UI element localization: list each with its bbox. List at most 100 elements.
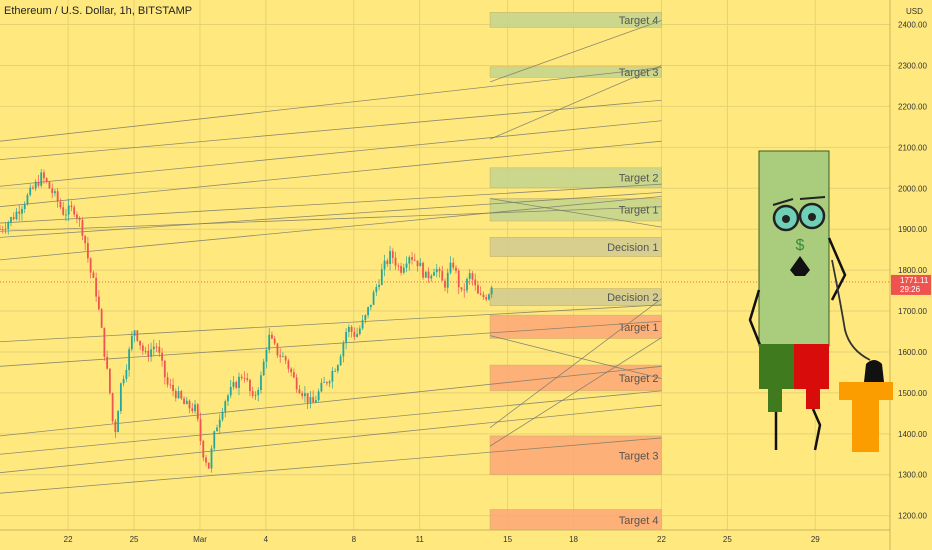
candle-body xyxy=(320,382,323,392)
candle-body xyxy=(37,181,40,186)
chart-title: Ethereum / U.S. Dollar, 1h, BITSTAMP xyxy=(4,5,193,17)
trendline xyxy=(489,337,662,447)
y-tick-label: 1300.00 xyxy=(898,471,927,480)
candle-body xyxy=(122,378,125,384)
trendline xyxy=(0,320,662,367)
candle-body xyxy=(413,259,416,261)
zone-box xyxy=(489,11,662,28)
candle-body xyxy=(422,262,424,278)
y-tick-label: 1700.00 xyxy=(898,307,927,316)
candle-body xyxy=(29,187,32,195)
zone-box xyxy=(489,288,662,307)
candle-body xyxy=(188,400,191,409)
candle-body xyxy=(246,378,249,380)
candle-body xyxy=(336,365,339,371)
candle-body xyxy=(65,214,67,216)
candle-body xyxy=(254,395,257,397)
zone-label: Target 2 xyxy=(619,173,659,185)
candle-body xyxy=(372,292,375,305)
candle-body xyxy=(111,392,114,422)
candle-body xyxy=(265,349,268,362)
candle-body xyxy=(117,411,120,433)
mascot-mouth xyxy=(790,256,810,276)
candle-body xyxy=(48,181,51,189)
y-tick-label: 2000.00 xyxy=(898,184,927,193)
candle-body xyxy=(444,280,446,288)
candle-body xyxy=(18,211,21,214)
candle-body xyxy=(375,287,378,293)
candle-body xyxy=(56,191,59,202)
mascot-foot-red xyxy=(806,389,820,409)
candle-body xyxy=(163,360,166,378)
candle-body xyxy=(103,327,106,357)
mascot-brow xyxy=(799,196,826,200)
zone-label: Target 1 xyxy=(619,322,659,334)
candle-body xyxy=(169,384,172,386)
candle-body xyxy=(172,384,174,391)
candle-body xyxy=(0,229,1,230)
candle-body xyxy=(180,391,183,399)
trendline xyxy=(0,140,662,208)
candle-body xyxy=(106,356,109,369)
y-tick-label: 2400.00 xyxy=(898,21,927,30)
trendline xyxy=(0,183,662,224)
candle-body xyxy=(7,222,10,229)
trendline xyxy=(489,20,662,83)
candle-body xyxy=(155,346,158,348)
candle-body xyxy=(271,334,273,339)
mascot-leg-green xyxy=(759,344,794,389)
y-tick-label: 2200.00 xyxy=(898,102,927,111)
candle-body xyxy=(334,370,337,372)
trendline xyxy=(0,206,662,232)
candle-body xyxy=(449,262,452,273)
dollar-sign-icon: $ xyxy=(796,237,805,254)
candle-body xyxy=(295,377,298,390)
candle-body xyxy=(304,393,306,397)
candle-body xyxy=(76,214,78,219)
y-tick-label: 1800.00 xyxy=(898,266,927,275)
candle-body xyxy=(158,346,161,353)
trendline xyxy=(0,99,662,161)
candle-body xyxy=(147,350,150,357)
candle-body xyxy=(238,376,240,388)
candle-body xyxy=(479,293,482,295)
candle-body xyxy=(249,379,251,392)
trendline xyxy=(0,365,662,437)
mascot-arm xyxy=(827,237,847,301)
candle-body xyxy=(290,368,293,373)
trendline xyxy=(0,67,662,142)
zone-label: Target 4 xyxy=(619,515,659,527)
candle-body xyxy=(43,172,45,179)
y-tick-label: 1200.00 xyxy=(898,512,927,521)
trendline xyxy=(489,335,662,379)
candle-body xyxy=(389,251,391,265)
candle-body xyxy=(139,340,141,346)
candle-body xyxy=(45,178,48,182)
candle-body xyxy=(108,368,111,393)
candle-body xyxy=(331,371,334,382)
candle-body xyxy=(282,356,284,358)
candle-body xyxy=(150,349,152,357)
candle-body xyxy=(446,272,449,288)
y-tick-label: 1400.00 xyxy=(898,430,927,439)
candle-body xyxy=(424,271,427,278)
x-tick-label: 22 xyxy=(64,535,73,544)
candle-body xyxy=(95,277,98,297)
candle-body xyxy=(276,343,279,356)
candle-body xyxy=(383,260,386,270)
candle-body xyxy=(350,326,353,332)
candle-body xyxy=(174,390,177,399)
candle-body xyxy=(298,389,301,394)
candle-body xyxy=(73,207,76,215)
candle-body xyxy=(452,262,455,268)
candle-body xyxy=(411,257,413,260)
current-price-value: 1771.11 xyxy=(900,276,929,285)
candle-body xyxy=(81,219,84,236)
candle-body xyxy=(210,448,213,469)
x-tick-label: 25 xyxy=(723,535,732,544)
candle-body xyxy=(78,218,81,220)
orange-block-stem xyxy=(852,400,879,452)
trendline xyxy=(489,198,662,228)
zone-label: Decision 1 xyxy=(607,242,658,254)
